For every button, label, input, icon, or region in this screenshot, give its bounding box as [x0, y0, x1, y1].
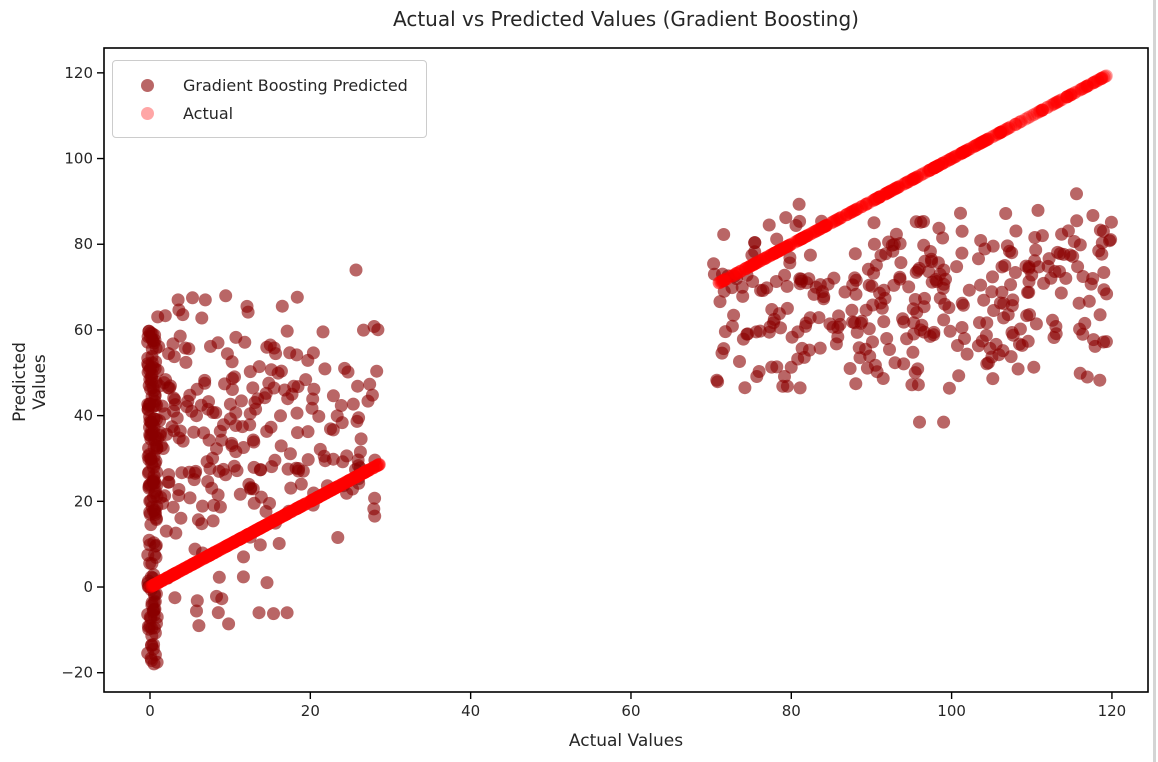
y-axis-label: Predicted Values	[10, 342, 50, 422]
legend-marker-actual-icon	[141, 106, 154, 120]
legend-entry-predicted: Gradient Boosting Predicted	[141, 71, 408, 99]
svg-text:60: 60	[621, 702, 640, 720]
svg-text:20: 20	[301, 702, 320, 720]
svg-text:20: 20	[74, 492, 93, 510]
legend-entry-actual: Actual	[141, 99, 408, 127]
svg-text:40: 40	[461, 702, 480, 720]
svg-text:0: 0	[83, 578, 93, 596]
svg-text:100: 100	[937, 702, 966, 720]
svg-text:100: 100	[64, 150, 93, 168]
svg-text:120: 120	[64, 64, 93, 82]
legend: Gradient Boosting Predicted Actual	[112, 60, 427, 138]
svg-text:80: 80	[74, 235, 93, 253]
series-actual	[143, 69, 1113, 594]
svg-text:−20: −20	[61, 664, 93, 682]
svg-text:40: 40	[74, 407, 93, 425]
legend-label-actual: Actual	[183, 103, 234, 123]
x-axis-label: Actual Values	[568, 731, 684, 751]
svg-text:60: 60	[74, 321, 93, 339]
svg-text:80: 80	[782, 702, 801, 720]
series-gradient-boosting-predicted	[141, 187, 1118, 671]
axis-ticks: 0 20 40 60 80 100 120 −20 0 20 40 60 80 100 120	[61, 64, 1126, 720]
window-edge-artifact	[1153, 0, 1156, 762]
legend-marker-predicted-icon	[141, 78, 154, 92]
svg-text:120: 120	[1098, 702, 1127, 720]
chart-title: Actual vs Predicted Values (Gradient Boo…	[393, 7, 859, 31]
svg-text:0: 0	[145, 702, 155, 720]
legend-label-predicted: Gradient Boosting Predicted	[183, 75, 408, 95]
